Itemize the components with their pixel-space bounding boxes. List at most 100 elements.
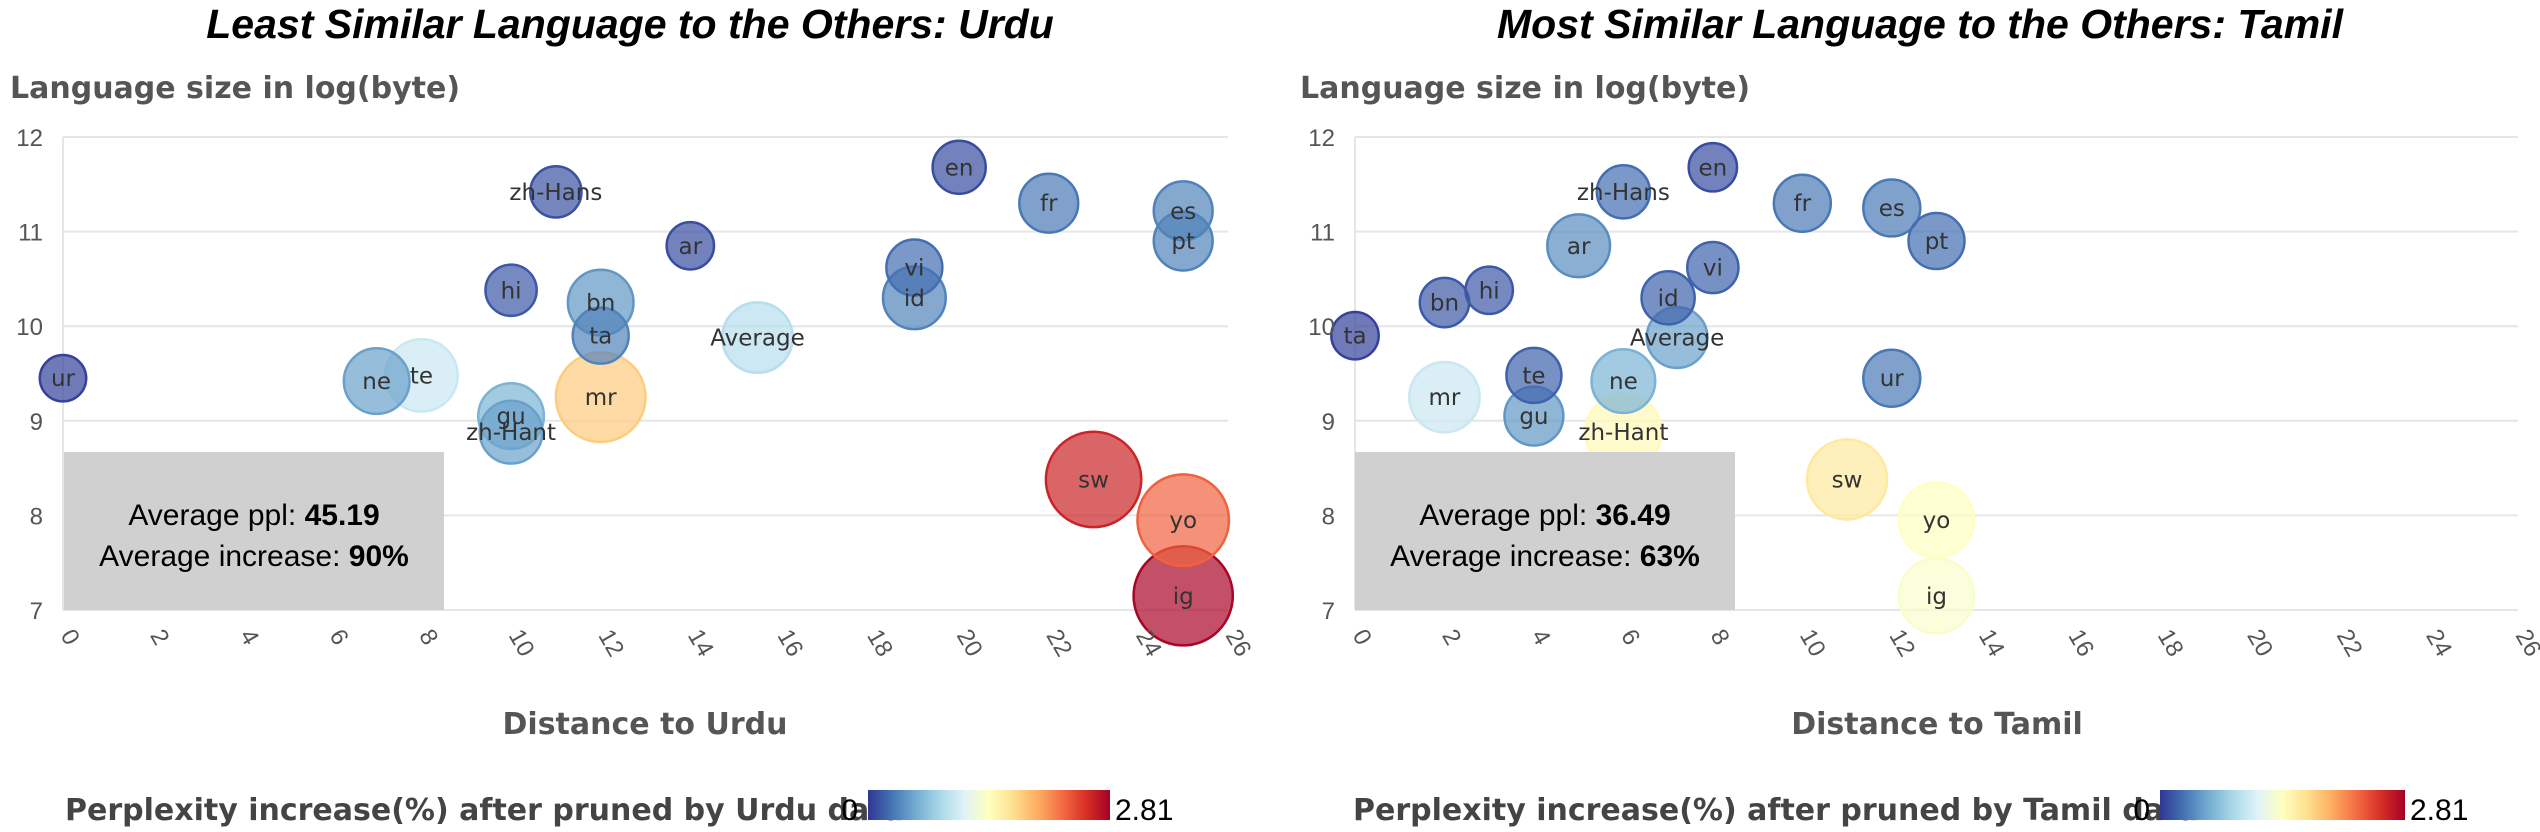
chart-title: Least Similar Language to the Others: Ur… [206, 1, 1053, 47]
colorbar-title: Perplexity increase(%) after pruned by T… [1353, 793, 2199, 828]
stats-box: Average ppl: 36.49 Average increase: 63% [1355, 452, 1735, 610]
bubble-label-id: id [1658, 286, 1679, 312]
x-tick-label: 20 [951, 625, 988, 662]
average-ppl-label: Average ppl: [128, 499, 296, 532]
average-ppl-value: 45.19 [305, 499, 380, 532]
x-tick-label: 26 [1220, 625, 1257, 662]
bubble-label-sw: sw [1832, 467, 1863, 493]
bubble-vi [1685, 240, 1740, 295]
bubble-sw [1805, 438, 1889, 521]
x-tick-label: 18 [2152, 625, 2189, 662]
bubble-label-ar: ar [1567, 234, 1591, 260]
bubble-label-ur: ur [1880, 366, 1905, 392]
y-tick-labels: 7 8 9 10 11 12 [1308, 125, 1335, 625]
bubble-label-mr: mr [1429, 385, 1461, 411]
stats-box-background [64, 452, 444, 610]
bubble-ar [665, 220, 716, 271]
bubble-label-pt: pt [1171, 229, 1195, 255]
colorbar-min-label: 0 [841, 794, 858, 827]
bubble-ur [38, 353, 88, 403]
x-tick-label: 10 [1794, 625, 1831, 662]
x-tick-label: 6 [1615, 625, 1645, 650]
y-axis-label: Language size in log(byte) [10, 71, 460, 106]
colorbar: Perplexity increase(%) after pruned by U… [65, 790, 1173, 828]
bubble-label-bn: bn [586, 291, 615, 317]
x-tick-label: 2 [1436, 625, 1466, 650]
y-tick-label: 8 [1322, 503, 1335, 530]
bubble-ur [1862, 348, 1922, 408]
x-tick-label: 0 [1347, 625, 1377, 650]
bubble-ta [1330, 310, 1380, 361]
bubble-label-bn: bn [1430, 291, 1459, 317]
x-tick-label: 10 [503, 625, 540, 662]
bubble-label-ne: ne [362, 369, 391, 395]
y-tick-labels: 7 8 9 10 11 12 [16, 125, 43, 625]
bubble-label-fr: fr [1040, 191, 1058, 217]
bubble-mr [1408, 360, 1481, 434]
bubble-hi [1464, 265, 1515, 316]
chart-title: Most Similar Language to the Others: Tam… [1497, 1, 2345, 47]
x-tick-label: 6 [324, 625, 354, 650]
bubble-label-es: es [1170, 199, 1196, 225]
y-tick-label: 10 [1308, 314, 1335, 341]
bubble-label-vi: vi [1703, 256, 1723, 282]
bubble-fr [1018, 172, 1080, 234]
average-increase-value: 90% [349, 540, 409, 573]
bubble-label-te: te [1522, 363, 1545, 389]
x-tick-label: 24 [2420, 625, 2457, 662]
x-tick-label: 22 [1041, 625, 1078, 662]
colorbar-gradient-bar [2160, 790, 2405, 820]
x-tick-label: 16 [2062, 625, 2099, 662]
colorbar-max-label: 2.81 [2410, 794, 2468, 827]
x-tick-label: 2 [144, 625, 174, 650]
average-increase-line: Average increase: 63% [1390, 540, 1700, 573]
bubble-label-en: en [945, 155, 974, 181]
bubble-pt [1152, 210, 1214, 272]
x-tick-labels: 0 2 4 6 8 10 12 14 16 18 20 22 24 26 [55, 625, 1257, 662]
bubble-zh-hans [1595, 164, 1652, 220]
x-tick-label: 8 [1705, 625, 1735, 650]
x-tick-label: 16 [772, 625, 809, 662]
x-tick-label: 8 [413, 625, 443, 650]
bubble-zh-hans [529, 165, 583, 219]
bubble-label-average: Average [1630, 326, 1724, 352]
x-tick-label: 14 [1973, 625, 2010, 662]
bubble-ig [1897, 556, 1976, 635]
x-axis-label: Distance to Urdu [503, 707, 788, 742]
bubble-ar [1546, 213, 1612, 279]
bubble-label-zh-hant: zh-Hant [466, 420, 556, 446]
bubble-label-sw: sw [1078, 467, 1109, 493]
average-increase-label: Average increase: [1390, 540, 1631, 573]
bubble-label-ur: ur [51, 366, 76, 392]
colorbar-min-label: 0 [2133, 794, 2150, 827]
bubble-label-hi: hi [1479, 278, 1500, 304]
bubble-ne [342, 347, 411, 416]
colorbar-gradient-bar [868, 790, 1110, 820]
bubble-label-yo: yo [1923, 508, 1951, 534]
colorbar-title: Perplexity increase(%) after pruned by U… [65, 793, 904, 828]
bubble-label-zh-hant: zh-Hant [1578, 420, 1668, 446]
y-tick-label: 12 [16, 125, 43, 152]
bubble-label-ar: ar [679, 234, 703, 260]
bubble-label-te: te [410, 363, 433, 389]
bubble-ta [571, 306, 630, 365]
bubble-label-ta: ta [589, 324, 612, 350]
bubble-ne [1590, 347, 1657, 415]
bubble-label-ta: ta [1343, 324, 1366, 350]
y-tick-label: 9 [30, 409, 43, 436]
y-tick-label: 7 [1322, 598, 1335, 625]
bubble-label-yo: yo [1169, 508, 1197, 534]
y-tick-label: 7 [30, 598, 43, 625]
y-tick-label: 8 [30, 503, 43, 530]
bubbles: en fr es pt zh-Hans ar vi id hi bn ta Average ur ne te… [38, 139, 1235, 647]
y-tick-label: 11 [1310, 220, 1335, 247]
x-tick-label: 4 [1526, 625, 1556, 650]
x-axis-label: Distance to Tamil [1791, 707, 2083, 742]
bubble-label-es: es [1879, 196, 1905, 222]
chart-right: Most Similar Language to the Others: Tam… [1300, 1, 2540, 828]
x-tick-label: 22 [2331, 625, 2368, 662]
stats-box-background [1355, 452, 1735, 610]
bubble-label-mr: mr [585, 385, 617, 411]
